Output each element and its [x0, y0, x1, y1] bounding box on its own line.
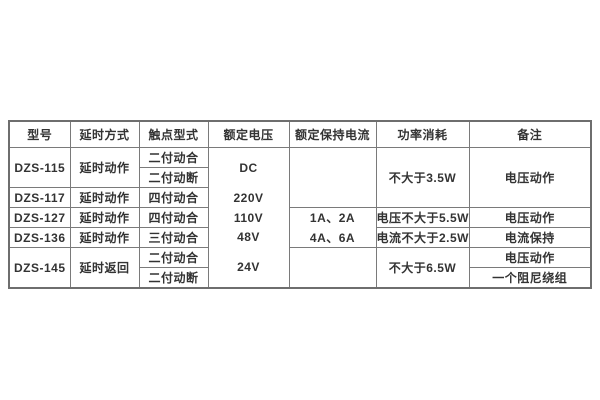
header-power-consumption: 功率消耗	[375, 120, 470, 148]
cell-power-dzs145: 不大于6.5W	[375, 247, 470, 289]
cell-contact-dzs127: 四付动合	[138, 207, 209, 228]
cell-delay-dzs136: 延时动作	[69, 227, 140, 248]
rated-voltage-list: DC 220V 110V 48V 24V	[209, 148, 288, 287]
cell-contact-dzs115-nc: 二付动断	[138, 167, 209, 188]
cell-model-dzs115: DZS-115	[8, 147, 71, 188]
cell-delay-dzs145: 延时返回	[69, 247, 140, 289]
header-model: 型号	[8, 120, 71, 148]
cell-model-dzs145: DZS-145	[8, 247, 71, 289]
header-rated-voltage: 额定电压	[207, 120, 290, 148]
cell-contact-dzs136: 三付动合	[138, 227, 209, 248]
cell-rated-voltage: DC 220V 110V 48V 24V	[207, 147, 290, 289]
cell-remark-group1: 电压动作	[468, 147, 592, 208]
header-remarks: 备注	[468, 120, 592, 148]
holding-current-list: 1A、2A 4A、6A	[290, 209, 375, 247]
cell-delay-dzs115: 延时动作	[69, 147, 140, 188]
voltage-110v: 110V	[233, 210, 264, 225]
cell-delay-dzs117: 延时动作	[69, 187, 140, 208]
cell-contact-dzs145-no: 二付动合	[138, 247, 209, 268]
voltage-24v: 24V	[237, 260, 260, 275]
cell-model-dzs136: DZS-136	[8, 227, 71, 248]
holding-current-line1: 1A、2A	[309, 211, 356, 226]
cell-remark-dzs127: 电压动作	[468, 207, 592, 228]
header-contact-type: 触点型式	[138, 120, 209, 148]
cell-delay-dzs127: 延时动作	[69, 207, 140, 228]
voltage-220v: 220V	[233, 190, 264, 205]
header-rated-holding-current: 额定保持电流	[288, 120, 377, 148]
cell-power-dzs127: 电压不大于5.5W	[375, 207, 470, 228]
cell-power-group1: 不大于3.5W	[375, 147, 470, 208]
voltage-dc: DC	[239, 160, 258, 175]
cell-contact-dzs145-nc: 二付动断	[138, 267, 209, 289]
cell-model-dzs127: DZS-127	[8, 207, 71, 228]
table-row-dzs145-b: 二付动断 一个阻尼绕组	[9, 267, 592, 289]
cell-power-dzs136: 电流不大于2.5W	[375, 227, 470, 248]
voltage-48v: 48V	[237, 230, 260, 245]
cell-holding-current-values: 1A、2A 4A、6A	[288, 207, 377, 248]
cell-model-dzs117: DZS-117	[8, 187, 71, 208]
table-row-dzs127: DZS-127 延时动作 四付动合 1A、2A 4A、6A 电压不大于5.5W …	[8, 207, 592, 248]
holding-current-line2: 4A、6A	[309, 230, 356, 245]
cell-remark-dzs145-1: 电压动作	[468, 247, 592, 268]
cell-remark-dzs145-2: 一个阻尼绕组	[468, 267, 592, 289]
header-delay-mode: 延时方式	[69, 120, 140, 148]
cell-holding-current-empty-bottom	[288, 247, 377, 289]
cell-contact-dzs115-no: 二付动合	[138, 147, 209, 168]
cell-remark-dzs136: 电流保持	[468, 227, 592, 248]
relay-spec-table: 型号 延时方式 触点型式 额定电压 额定保持电流 功率消耗 备注 DZS-115…	[8, 120, 592, 289]
table-row-dzs115-a: DZS-115 延时动作 二付动合 DC 220V 110V 48V 24V 不…	[8, 147, 592, 289]
cell-holding-current-empty-top	[288, 147, 377, 208]
cell-contact-dzs117: 四付动合	[138, 187, 209, 208]
table-header-row: 型号 延时方式 触点型式 额定电压 额定保持电流 功率消耗 备注	[8, 120, 592, 148]
table-row-dzs145-a: DZS-145 延时返回 二付动合 不大于6.5W 电压动作	[8, 247, 592, 289]
